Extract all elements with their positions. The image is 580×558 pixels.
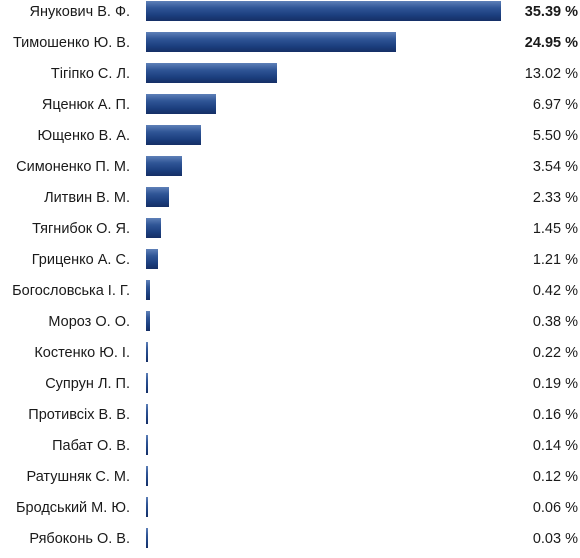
value-label: 2.33 % [532,190,578,206]
chart-row: Тимошенко Ю. В. 24.95 % [0,31,580,62]
value-label: 3.54 % [532,159,578,175]
category-label: Супрун Л. П. [45,376,130,392]
value-label: 5.50 % [532,128,578,144]
category-label: Мороз О. О. [48,314,130,330]
category-label: Янукович В. Ф. [29,4,130,20]
value-label: 1.21 % [532,252,578,268]
bar [146,94,216,114]
bar [146,373,148,393]
value-label: 24.95 % [524,35,578,51]
chart-row: Ющенко В. А. 5.50 % [0,124,580,155]
value-label: 0.16 % [532,407,578,423]
category-label: Рябоконь О. В. [29,531,130,547]
category-label: Тимошенко Ю. В. [12,35,130,51]
value-label: 13.02 % [524,66,578,82]
chart-row: Гриценко А. С. 1.21 % [0,248,580,279]
bar [146,1,501,21]
bar [146,249,159,269]
category-label: Тягнибок О. Я. [32,221,130,237]
chart-row: Костенко Ю. І. 0.22 % [0,341,580,372]
chart-row: Симоненко П. М. 3.54 % [0,155,580,186]
category-label: Бродський М. Ю. [16,500,130,516]
bar [146,156,182,176]
category-label: Симоненко П. М. [16,159,130,175]
chart-row: Рябоконь О. В. 0.03 % [0,527,580,558]
chart-row: Тігіпко С. Л. 13.02 % [0,62,580,93]
chart-row: Противсіх В. В. 0.16 % [0,403,580,434]
value-label: 0.03 % [532,531,578,547]
category-label: Яценюк А. П. [41,97,130,113]
chart-row: Бродський М. Ю. 0.06 % [0,496,580,527]
bar [146,311,150,331]
category-label: Гриценко А. С. [31,252,130,268]
value-label: 0.19 % [532,376,578,392]
bar [146,342,149,362]
chart-row: Яценюк А. П. 6.97 % [0,93,580,124]
bar [146,218,161,238]
bar [146,280,151,300]
category-label: Ющенко В. А. [37,128,130,144]
bar [146,187,170,207]
category-label: Богословська І. Г. [12,283,130,299]
chart-row: Литвин В. М. 2.33 % [0,186,580,217]
value-label: 0.38 % [532,314,578,330]
bar [146,404,148,424]
bar [146,32,397,52]
bar [146,435,148,455]
value-label: 0.22 % [532,345,578,361]
category-label: Костенко Ю. І. [34,345,130,361]
category-label: Ратушняк С. М. [26,469,131,485]
chart-row: Тягнибок О. Я. 1.45 % [0,217,580,248]
value-label: 0.12 % [532,469,578,485]
value-label: 35.39 % [524,4,578,20]
chart-row: Мороз О. О. 0.38 % [0,310,580,341]
bar [146,125,202,145]
value-label: 0.06 % [532,500,578,516]
category-label: Пабат О. В. [52,438,130,454]
chart-row: Янукович В. Ф. 35.39 % [0,0,580,31]
chart-row: Супрун Л. П. 0.19 % [0,372,580,403]
category-label: Противсіх В. В. [28,407,130,423]
category-label: Литвин В. М. [44,190,130,206]
bar [146,63,277,83]
value-label: 0.14 % [532,438,578,454]
category-label: Тігіпко С. Л. [50,66,130,82]
chart-row: Богословська І. Г. 0.42 % [0,279,580,310]
value-label: 1.45 % [532,221,578,237]
bar [146,497,148,517]
bar [146,528,148,548]
chart-row: Пабат О. В. 0.14 % [0,434,580,465]
chart-row: Ратушняк С. М. 0.12 % [0,465,580,496]
bar [146,466,148,486]
value-label: 6.97 % [532,97,578,113]
value-label: 0.42 % [532,283,578,299]
